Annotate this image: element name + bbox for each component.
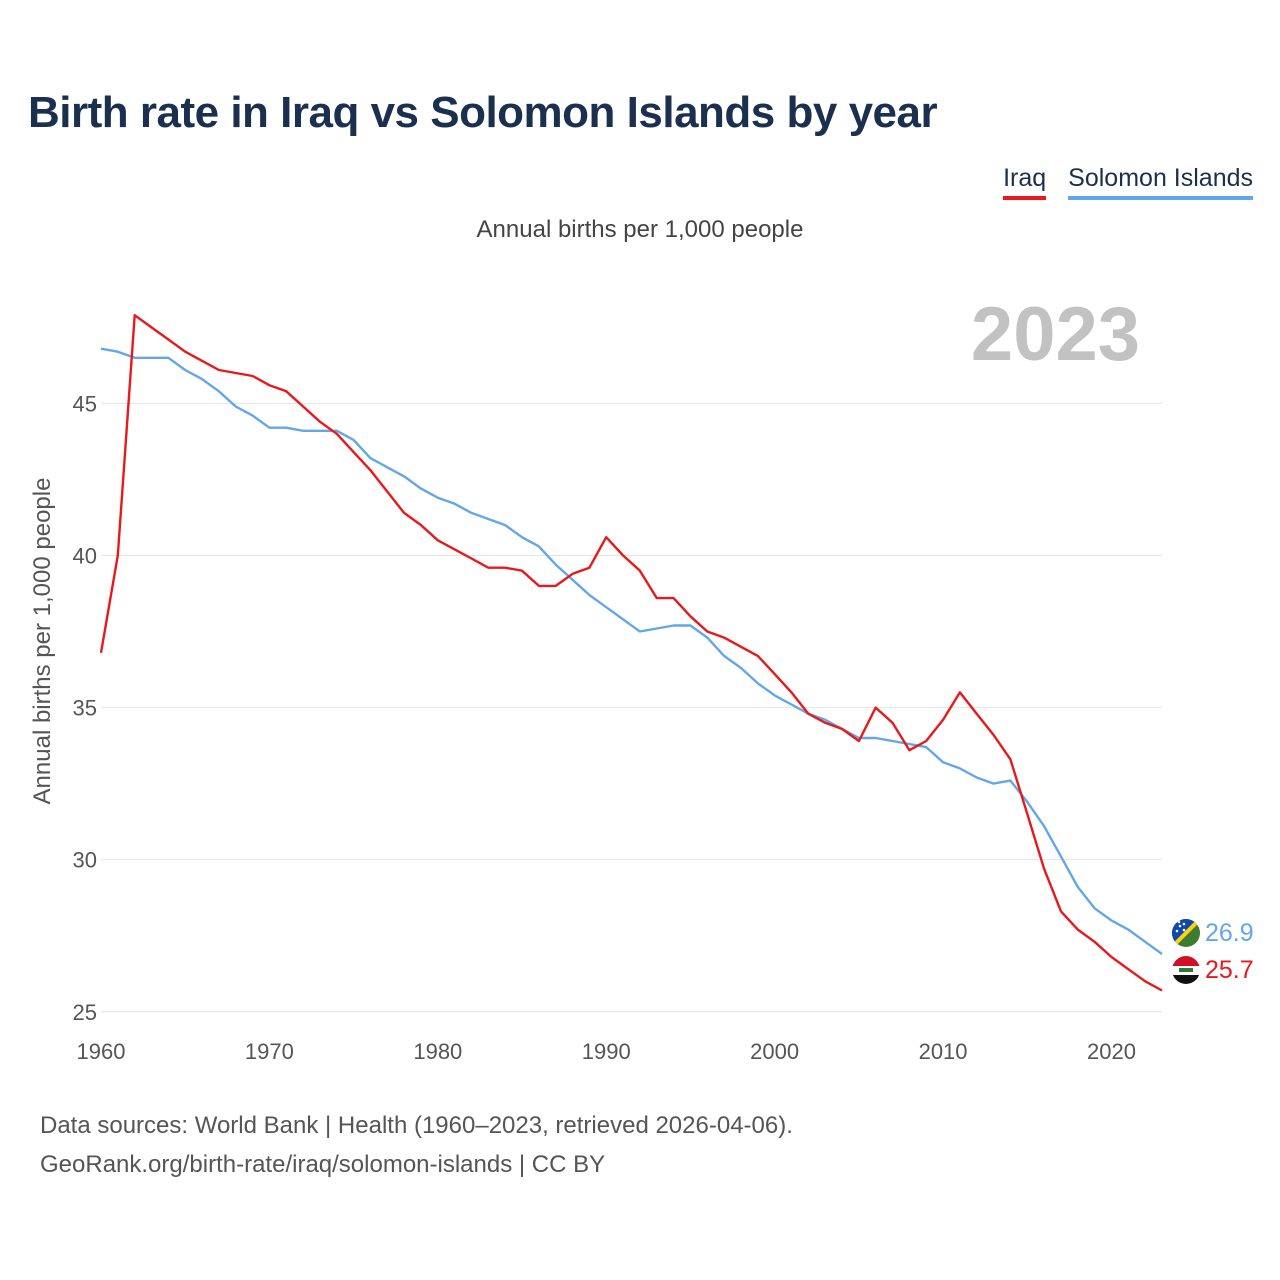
y-tick-label: 25 <box>73 1000 97 1025</box>
x-tick-label: 1990 <box>582 1039 631 1064</box>
x-tick-label: 2020 <box>1087 1039 1136 1064</box>
gridlines <box>101 402 1162 1013</box>
source-note: Data sources: World Bank | Health (1960–… <box>40 1106 793 1184</box>
legend-item-iraq[interactable]: Iraq <box>1003 164 1047 200</box>
legend-item-solomon-islands[interactable]: Solomon Islands <box>1068 164 1253 200</box>
y-axis-title: Annual births per 1,000 people <box>29 478 56 805</box>
x-tick-label: 1970 <box>245 1039 294 1064</box>
y-tick-label: 45 <box>73 391 97 416</box>
legend: Iraq Solomon Islands <box>1003 164 1253 200</box>
x-tick-label: 2000 <box>750 1039 799 1064</box>
series-line-iraq[interactable] <box>99 314 1163 992</box>
end-value-iraq: 25.7 <box>1205 956 1254 984</box>
chart-title: Birth rate in Iraq vs Solomon Islands by… <box>28 88 938 137</box>
series-line-solomon-islands[interactable] <box>100 347 1163 955</box>
x-tick-label: 1980 <box>413 1039 462 1064</box>
iraq-flag-icon <box>1172 956 1200 984</box>
source-line-2[interactable]: GeoRank.org/birth-rate/iraq/solomon-isla… <box>40 1151 606 1178</box>
current-year-label: 2023 <box>971 292 1140 377</box>
x-tick-label: 2010 <box>919 1039 968 1064</box>
y-tick-label: 40 <box>73 544 97 569</box>
end-value-solomon-islands: 26.9 <box>1205 919 1254 947</box>
y-tick-label: 30 <box>73 848 97 873</box>
x-tick-label: 1960 <box>77 1039 126 1064</box>
solomon-islands-flag-icon <box>1172 919 1200 947</box>
series-lines <box>99 314 1163 992</box>
chart-subtitle: Annual births per 1,000 people <box>476 216 804 243</box>
source-line-1: Data sources: World Bank | Health (1960–… <box>40 1112 793 1139</box>
y-axis-ticks: 25 30 35 40 45 <box>73 391 97 1024</box>
x-axis-ticks: 1960 1970 1980 1990 2000 2010 2020 <box>77 1039 1136 1064</box>
y-tick-label: 35 <box>73 696 97 721</box>
